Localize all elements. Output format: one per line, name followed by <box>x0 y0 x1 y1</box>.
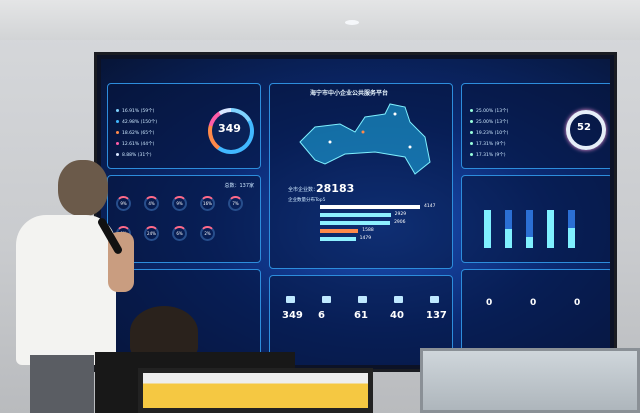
top5-bar <box>320 237 356 241</box>
total-ring <box>208 108 254 154</box>
level-bar <box>547 210 554 248</box>
percent-circle: 16% <box>200 196 215 211</box>
legend-value: 12.61% (44个) <box>122 142 155 147</box>
level-bar <box>484 210 491 248</box>
legend-dot <box>116 153 119 156</box>
finance-value: 0 <box>574 298 581 308</box>
mail-icon <box>394 296 403 303</box>
legend-value: 42.98% (150个) <box>122 120 158 125</box>
top5-value: 2929 <box>394 212 407 217</box>
level-fill <box>568 228 575 248</box>
right-total: 52 <box>577 122 591 133</box>
top5-bar <box>320 221 391 225</box>
platform-title: 海宁市中小企业公共服务平台 <box>310 90 389 97</box>
top5-value: 4147 <box>424 204 436 209</box>
legend-value: 8.88% (31个) <box>122 153 152 158</box>
monitor-center <box>138 368 373 413</box>
right-legend-item: 17.31% (9个) <box>470 141 505 147</box>
legend-item: 16.91% (59个) <box>116 108 154 114</box>
finance-value: 0 <box>486 298 493 308</box>
percent-circle: 4% <box>144 196 159 211</box>
right-legend-item: 25.00% (13个) <box>470 108 508 114</box>
legend-dot <box>116 142 119 145</box>
legend-value: 25.00% (13个) <box>476 120 509 125</box>
finance-value: 0 <box>530 298 537 308</box>
legend-value: 18.62% (65个) <box>122 131 155 136</box>
legend-dot <box>470 120 473 123</box>
level-fill <box>526 236 533 248</box>
building-icon <box>358 296 367 303</box>
total-count: 349 <box>218 122 241 135</box>
stat-value: 40 <box>390 310 404 321</box>
level-bar <box>568 210 575 248</box>
right-legend-item: 25.00% (13个) <box>470 119 508 125</box>
level-fill <box>484 210 491 248</box>
percent-circle: 7% <box>228 196 243 211</box>
total-enterprises-label: 全市企业数： <box>288 187 319 193</box>
total-enterprises: 28183 <box>316 182 355 195</box>
percent-circle: 9% <box>116 196 131 211</box>
center-panel: 海宁市中小企业公共服务平台 全市企业数： 28183 企业数量分布Top5 41… <box>269 83 453 269</box>
legend-item: 8.88% (31个) <box>116 152 151 158</box>
right-top-panel: 25.00% (13个) 25.00% (13个) 19.23% (10个) 17.3… <box>461 83 610 169</box>
legend-value: 16.91% (59个) <box>122 109 155 114</box>
percent-circle: 9% <box>172 196 187 211</box>
legend-item: 18.62% (65个) <box>116 130 154 136</box>
legend-dot <box>470 153 473 156</box>
legend-dot <box>116 120 119 123</box>
book-icon <box>430 296 439 303</box>
legend-dot <box>470 109 473 112</box>
stat-value: 61 <box>354 310 368 321</box>
left-mid-total: 总数：137家 <box>224 183 254 189</box>
percent-circle: 6% <box>172 226 187 241</box>
right-legend-item: 17.31% (9个) <box>470 152 505 158</box>
legend-item: 12.61% (44个) <box>116 141 154 147</box>
legend-dot <box>116 109 119 112</box>
legend-dot <box>470 142 473 145</box>
top5-bar <box>320 229 359 233</box>
left-top-panel: 16.91% (59个) 42.98% (150个) 18.62% (65个) 12.… <box>107 83 261 169</box>
percent-circle: 24% <box>144 226 159 241</box>
stat-value: 349 <box>282 310 303 321</box>
level-bar <box>505 210 512 248</box>
stat-value: 137 <box>426 310 447 321</box>
top5-value: 2906 <box>394 220 406 225</box>
top5-bar <box>320 213 391 217</box>
right-legend-item: 19.23% (10个) <box>470 130 508 136</box>
legend-value: 25.00% (13个) <box>476 109 509 114</box>
top5-bar <box>320 205 420 209</box>
legend-dot <box>116 131 119 134</box>
percent-circle: 2% <box>200 226 215 241</box>
legend-value: 19.23% (10个) <box>476 131 509 136</box>
top5-value: 1479 <box>359 236 372 241</box>
audience-head <box>130 306 198 358</box>
top5-label: 企业数量分布Top5 <box>288 198 326 203</box>
ceiling-light <box>345 20 359 25</box>
legend-value: 17.31% (9个) <box>476 153 506 158</box>
level-fill <box>505 229 512 248</box>
top5-value: 1588 <box>362 228 374 233</box>
legend-dot <box>470 131 473 134</box>
legend-item: 42.98% (150个) <box>116 119 157 125</box>
ceiling <box>0 0 640 40</box>
right-mid-panel <box>461 175 610 263</box>
monitor-right <box>420 348 640 413</box>
level-bar <box>526 210 533 248</box>
legend-value: 17.31% (9个) <box>476 142 506 147</box>
megaphone-icon <box>322 296 331 303</box>
region-map <box>299 103 431 175</box>
stat-value: 6 <box>318 310 325 321</box>
level-fill <box>547 210 554 248</box>
right-ring <box>566 110 606 150</box>
document-icon <box>286 296 295 303</box>
